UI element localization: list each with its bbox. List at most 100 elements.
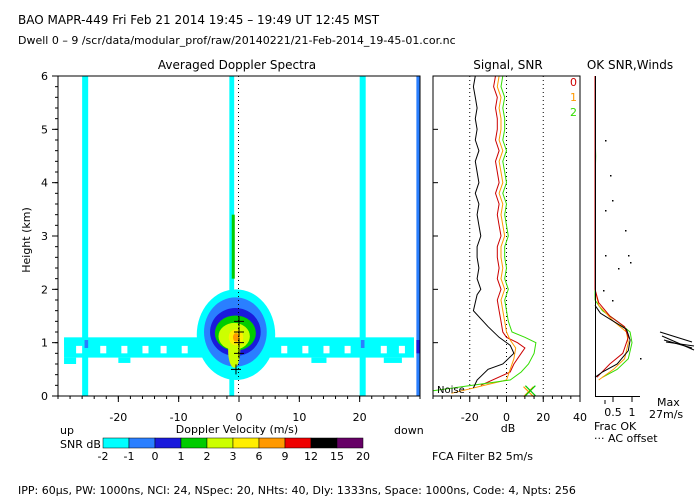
- spectra-band-dot: [360, 340, 365, 348]
- colorbar-tick-7: 9: [282, 450, 289, 463]
- header-title: BAO MAPR-449 Fri Feb 21 2014 19:45 – 19:…: [18, 13, 380, 27]
- ok-wind-barb: [661, 335, 695, 351]
- spectra-band-gap: [181, 345, 188, 354]
- colorbar-swatch-6: [258, 437, 286, 449]
- spectra-xtick-label: -10: [170, 411, 188, 424]
- colorbar-swatch-3: [180, 437, 208, 449]
- ok-speed-label: 27m/s: [649, 408, 683, 421]
- ok-xlabel: Frac OK: [594, 420, 637, 433]
- spectra-marker-4: [230, 364, 241, 375]
- colorbar-swatch-8: [310, 437, 338, 449]
- label-down: down: [394, 424, 424, 437]
- colorbar-tick-10: 20: [356, 450, 370, 463]
- ok-frac-line-2: [594, 76, 629, 378]
- spectra-xtick-label: 10: [292, 411, 306, 424]
- spectra-stripe-edge: [416, 76, 420, 396]
- spectra-marker-2: [234, 337, 244, 348]
- spectra-band-gap: [100, 345, 107, 354]
- spectra-band-gap: [323, 345, 330, 354]
- snr-series-noise: [472, 75, 515, 389]
- colorbar-tick-4: 2: [204, 450, 211, 463]
- spectra-ytick-label: 6: [41, 70, 48, 83]
- colorbar-swatch-0: [102, 437, 130, 449]
- header-dwell: Dwell 0 – 9 /scr/data/modular_prof/raw/2…: [18, 34, 456, 47]
- ok-max-label: Max: [657, 396, 680, 409]
- spectra-xlabel: Doppler Velocity (m/s): [176, 423, 298, 436]
- ok-tick-one: 1: [629, 406, 636, 419]
- colorbar-swatch-9: [336, 437, 364, 449]
- snr-title: Signal, SNR: [473, 58, 542, 72]
- ok-title: OK SNR,Winds: [587, 58, 673, 72]
- spectra-center-spot: [231, 214, 235, 279]
- snr-xtick-label: 20: [536, 411, 550, 424]
- spectra-band-drip: [64, 357, 77, 364]
- colorbar-tick-8: 12: [304, 450, 318, 463]
- spectra-ytick-label: 2: [41, 283, 48, 296]
- ok-wind-dot: [628, 255, 630, 257]
- ok-legend: 0 1 2: [570, 76, 577, 119]
- spectra-ytick-label: 3: [41, 230, 48, 243]
- spectra-band-drip: [311, 357, 327, 363]
- ok-wind-dot: [605, 210, 607, 212]
- ok-wind-dot: [605, 255, 607, 257]
- spectra-ytick-label: 4: [41, 177, 48, 190]
- spectra-band-gap: [76, 345, 83, 354]
- colorbar-tick-2: 0: [152, 450, 159, 463]
- ok-wind-dot: [625, 230, 627, 232]
- spectra-band-gap: [142, 345, 149, 354]
- spectra-ytick-label: 0: [41, 390, 48, 403]
- snr-xtick-label: 0: [503, 411, 510, 424]
- snr-xtick-label: 40: [573, 411, 587, 424]
- spectra-ytick-label: 1: [41, 337, 48, 350]
- colorbar-swatch-2: [154, 437, 182, 449]
- colorbar-tick-0: -2: [98, 450, 109, 463]
- spectra-band-gap: [160, 345, 167, 354]
- spectra-ylabel: Height (km): [20, 207, 33, 273]
- colorbar-label: SNR dB: [60, 438, 101, 451]
- snr-marker-x2: [524, 385, 536, 397]
- colorbar-swatch-1: [128, 437, 156, 449]
- spectra-stripe-left: [82, 76, 89, 396]
- ok-wind-barb: [665, 341, 695, 347]
- snr-xtick-label: -20: [461, 411, 479, 424]
- ok-wind-dot: [640, 358, 642, 360]
- spectra-xtick-label: -20: [109, 411, 127, 424]
- snr-xlabel: dB: [501, 422, 516, 435]
- ok-wind-dot: [630, 262, 632, 264]
- colorbar-tick-9: 15: [330, 450, 344, 463]
- snr-plot: [432, 75, 544, 398]
- colorbar-swatch-5: [232, 437, 260, 449]
- ok-wind-dot: [618, 268, 620, 270]
- ok-frac-line-1: [594, 76, 629, 381]
- footer-params: IPP: 60μs, PW: 1000ns, NCI: 24, NSpec: 2…: [18, 484, 576, 497]
- spectra-band-gap: [121, 345, 128, 354]
- spectra-band-dot: [416, 340, 420, 354]
- spectra-xtick-label: 20: [353, 411, 367, 424]
- snr-series-2: [432, 75, 537, 392]
- colorbar: -2 -1 0 1 2 3 6 9 12 15 20: [98, 437, 370, 463]
- colorbar-swatch-4: [206, 437, 234, 449]
- colorbar-tick-6: 6: [256, 450, 263, 463]
- spectra-band-drip: [383, 357, 402, 363]
- colorbar-swatch-7: [284, 437, 312, 449]
- filter-text: FCA Filter B2 5m/s: [432, 450, 533, 463]
- ok-plot: [594, 76, 695, 404]
- ok-legend-2: 2: [570, 106, 577, 119]
- spectra-core-level-7: [232, 333, 240, 342]
- spectra-band-gap: [380, 345, 387, 354]
- spectra-title: Averaged Doppler Spectra: [158, 58, 316, 72]
- spectra-band-gap: [281, 345, 288, 354]
- spectra-band-gap: [398, 345, 405, 354]
- spectra-plot: [64, 76, 420, 396]
- spectra-band-dot: [84, 340, 89, 348]
- spectra-xtick-label: 0: [236, 411, 243, 424]
- spectra-ytick-label: 5: [41, 123, 48, 136]
- ok-wind-dot: [603, 290, 605, 292]
- snr-series-1: [451, 75, 517, 394]
- ok-wind-dot: [610, 175, 612, 177]
- colorbar-tick-1: -1: [124, 450, 135, 463]
- ok-legend-0: 0: [570, 76, 577, 89]
- spectra-band-gap: [344, 345, 351, 354]
- ok-wind-barb: [659, 331, 693, 343]
